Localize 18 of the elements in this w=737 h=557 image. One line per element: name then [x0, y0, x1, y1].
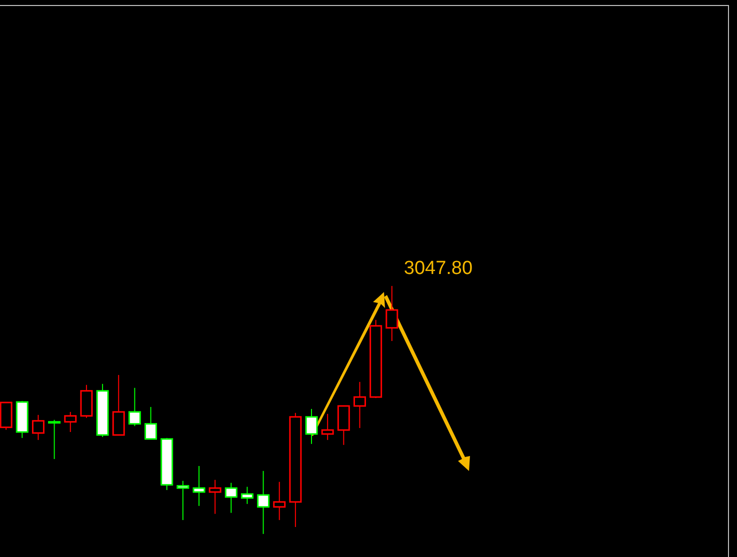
candlestick: [144, 406, 158, 440]
candlestick: [224, 482, 238, 514]
candlestick: [305, 408, 318, 444]
candlestick: [64, 411, 77, 433]
candlestick: [386, 285, 398, 342]
candlestick: [32, 414, 44, 440]
candlestick: [273, 481, 286, 521]
candlestick: [257, 470, 270, 534]
candlestick: [128, 387, 141, 427]
candlestick: [112, 374, 125, 436]
candlestick: [176, 480, 190, 521]
candlestick: [353, 381, 366, 429]
text: 3047.80: [404, 258, 473, 279]
candlestick: [321, 413, 334, 440]
candlestick: [240, 486, 254, 504]
candlestick: [48, 419, 61, 460]
candlestick: [192, 465, 206, 506]
candlestick: [208, 479, 222, 514]
